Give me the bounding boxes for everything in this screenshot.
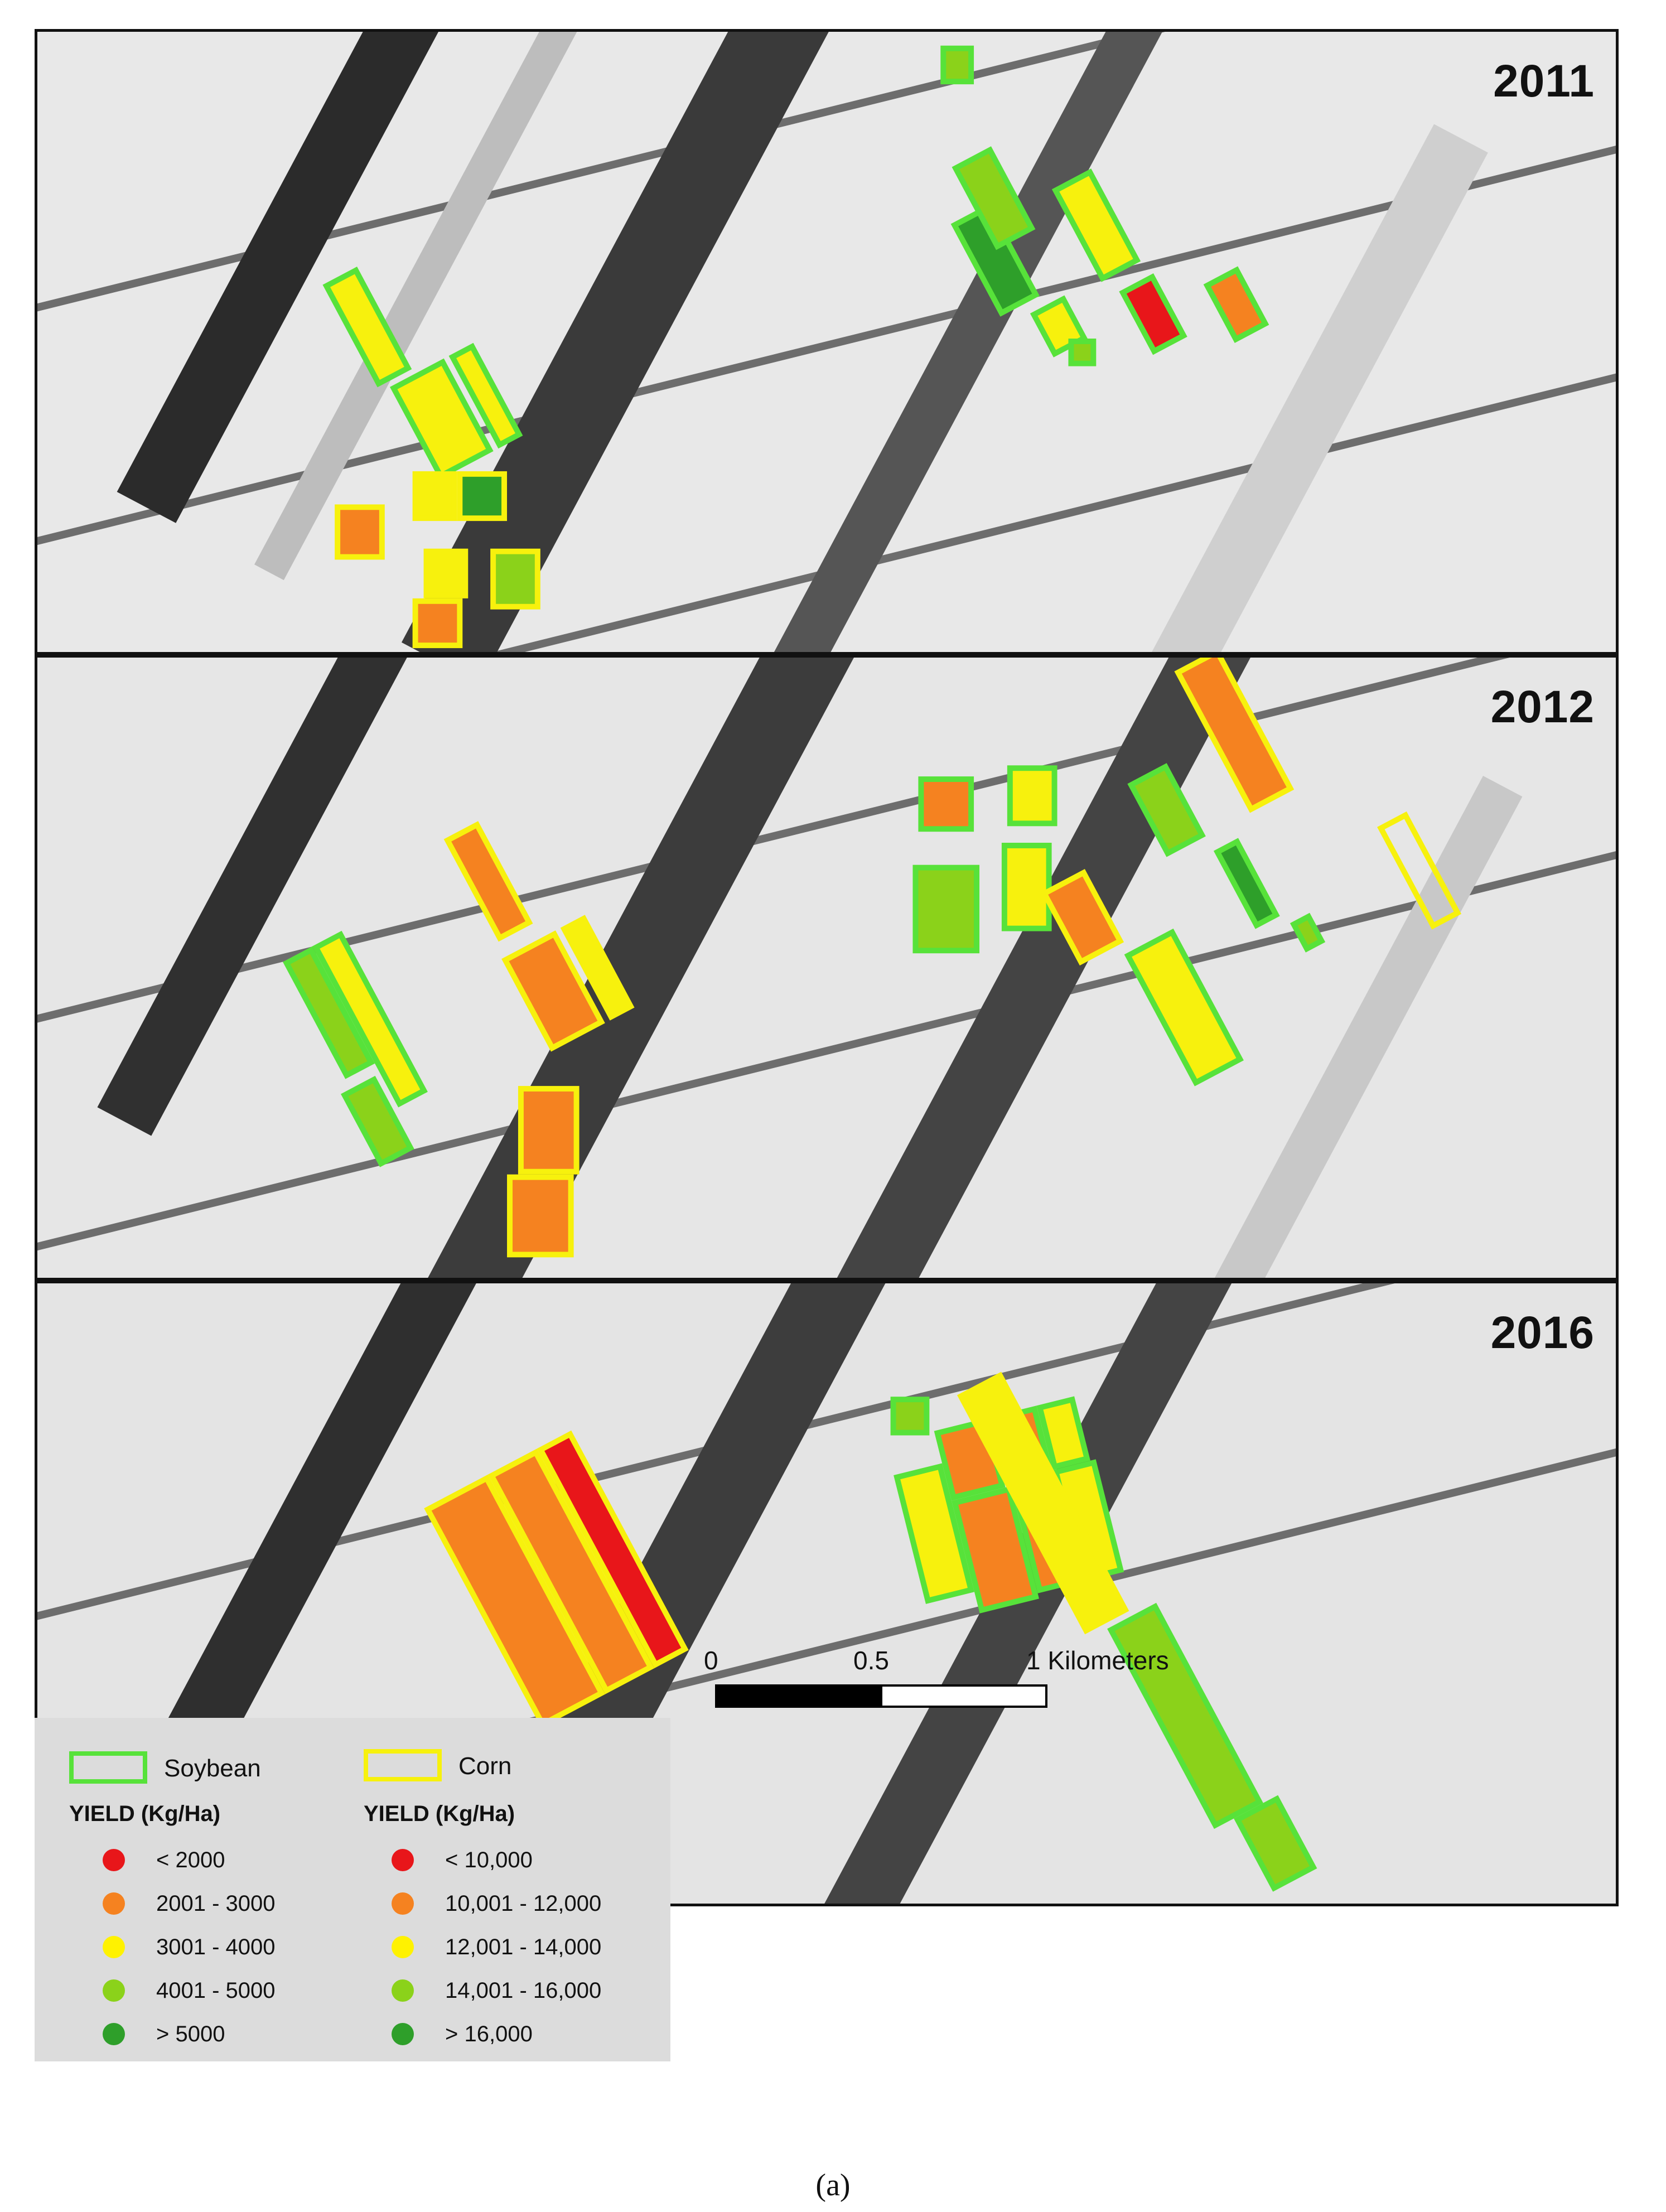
corn-class-2: 10,001 - 12,000 xyxy=(392,1890,601,1918)
scale-tick-0: 0 xyxy=(704,1646,718,1675)
scale-segment-black xyxy=(715,1684,882,1708)
darkgreen-dot-icon xyxy=(103,2023,125,2045)
scale-bar: 0 0.5 1 Kilometers xyxy=(692,1645,1169,1735)
darkgreen-dot-icon xyxy=(392,2023,414,2045)
soybean-class-3: 3001 - 4000 xyxy=(103,1933,276,1961)
corn-yield-label: YIELD (Kg/Ha) xyxy=(364,1802,515,1826)
yellow-dot-icon xyxy=(392,1936,414,1958)
soybean-class-5: > 5000 xyxy=(103,2020,225,2048)
orange-dot-icon xyxy=(392,1892,414,1915)
aerial-image-2012 xyxy=(37,658,1616,1278)
yellow-dot-icon xyxy=(103,1936,125,1958)
figure-caption: (a) xyxy=(815,2168,851,2203)
aerial-image-2011 xyxy=(37,32,1616,652)
scale-segment-white xyxy=(880,1684,1047,1708)
soybean-swatch xyxy=(69,1751,147,1784)
red-dot-icon xyxy=(392,1849,414,1871)
corn-class-5: > 16,000 xyxy=(392,2020,533,2048)
corn-class-1: < 10,000 xyxy=(392,1846,533,1874)
legend: Soybean Corn YIELD (Kg/Ha) YIELD (Kg/Ha)… xyxy=(35,1718,670,2061)
field-polygons-2011 xyxy=(322,45,1269,649)
soybean-yield-label: YIELD (Kg/Ha) xyxy=(69,1802,221,1826)
corn-swatch xyxy=(364,1749,442,1781)
lightgreen-dot-icon xyxy=(103,1979,125,2002)
map-panel-2011: 2011 xyxy=(35,29,1619,655)
soybean-class-4: 4001 - 5000 xyxy=(103,1977,276,2005)
year-label: 2016 xyxy=(1490,1307,1595,1358)
scale-tick-1km: 1 Kilometers xyxy=(1026,1646,1169,1675)
lightgreen-dot-icon xyxy=(392,1979,414,2002)
corn-class-4: 14,001 - 16,000 xyxy=(392,1977,601,2005)
soybean-label: Soybean xyxy=(164,1755,261,1782)
map-panel-2012: 2012 xyxy=(35,655,1619,1281)
soybean-class-2: 2001 - 3000 xyxy=(103,1890,276,1918)
red-dot-icon xyxy=(103,1849,125,1871)
corn-label: Corn xyxy=(458,1752,512,1780)
field-polygons-2012 xyxy=(282,658,1462,1258)
corn-class-3: 12,001 - 14,000 xyxy=(392,1933,601,1961)
year-label: 2012 xyxy=(1490,682,1595,732)
year-label: 2011 xyxy=(1493,56,1595,107)
field-polygons-2016 xyxy=(424,1371,1317,1892)
orange-dot-icon xyxy=(103,1892,125,1915)
soybean-class-1: < 2000 xyxy=(103,1846,225,1874)
scale-tick-0-5: 0.5 xyxy=(853,1646,889,1675)
